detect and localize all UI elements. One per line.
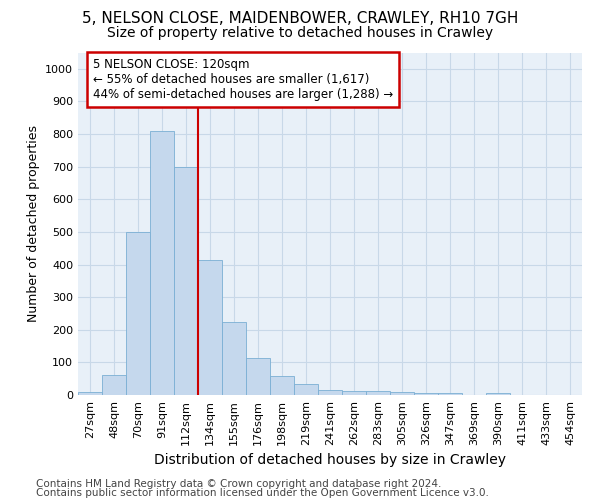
Bar xyxy=(222,322,246,395)
Bar xyxy=(390,392,414,395)
X-axis label: Distribution of detached houses by size in Crawley: Distribution of detached houses by size … xyxy=(154,453,506,467)
Text: 5, NELSON CLOSE, MAIDENBOWER, CRAWLEY, RH10 7GH: 5, NELSON CLOSE, MAIDENBOWER, CRAWLEY, R… xyxy=(82,11,518,26)
Bar xyxy=(198,260,222,395)
Y-axis label: Number of detached properties: Number of detached properties xyxy=(26,125,40,322)
Bar xyxy=(78,392,102,395)
Bar xyxy=(414,392,438,395)
Bar xyxy=(126,232,150,395)
Bar xyxy=(486,392,510,395)
Text: Contains public sector information licensed under the Open Government Licence v3: Contains public sector information licen… xyxy=(36,488,489,498)
Text: Size of property relative to detached houses in Crawley: Size of property relative to detached ho… xyxy=(107,26,493,40)
Bar xyxy=(270,376,294,395)
Bar xyxy=(246,358,270,395)
Text: 5 NELSON CLOSE: 120sqm
← 55% of detached houses are smaller (1,617)
44% of semi-: 5 NELSON CLOSE: 120sqm ← 55% of detached… xyxy=(93,58,394,100)
Text: Contains HM Land Registry data © Crown copyright and database right 2024.: Contains HM Land Registry data © Crown c… xyxy=(36,479,442,489)
Bar xyxy=(174,166,198,395)
Bar xyxy=(366,392,390,395)
Bar xyxy=(294,384,318,395)
Bar xyxy=(150,131,174,395)
Bar xyxy=(438,394,462,395)
Bar xyxy=(102,376,126,395)
Bar xyxy=(342,391,366,395)
Bar xyxy=(318,390,342,395)
